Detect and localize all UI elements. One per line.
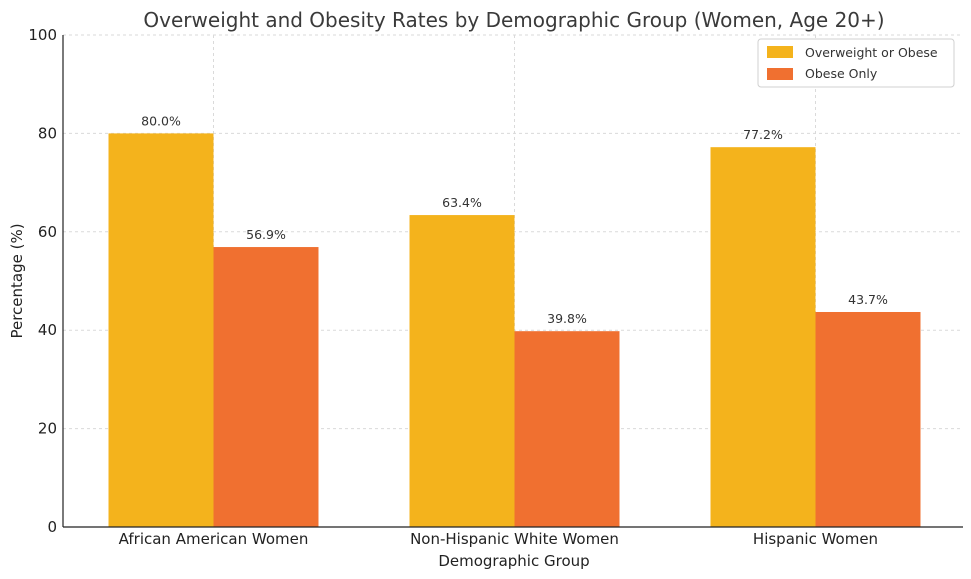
legend-label-overweight: Overweight or Obese xyxy=(805,45,938,60)
legend-swatch-obese xyxy=(767,68,793,80)
bar xyxy=(108,133,214,527)
y-tick-label: 0 xyxy=(47,518,57,536)
value-label: 43.7% xyxy=(848,292,888,307)
axes xyxy=(62,35,963,528)
y-tick-label: 40 xyxy=(38,321,57,339)
y-tick-label: 80 xyxy=(38,124,57,142)
y-axis-label: Percentage (%) xyxy=(8,223,26,338)
legend: Overweight or Obese Obese Only xyxy=(757,38,955,88)
legend-label-obese: Obese Only xyxy=(805,66,878,81)
value-label: 56.9% xyxy=(246,227,286,242)
y-tick-label: 20 xyxy=(38,420,57,438)
value-labels: 80.0% 63.4% 77.2% 56.9% 39.8% 43.7% xyxy=(141,113,888,326)
legend-box xyxy=(757,38,955,88)
y-tick-label: 60 xyxy=(38,223,57,241)
bar xyxy=(213,247,319,527)
value-label: 80.0% xyxy=(141,113,181,128)
x-tick-label: Hispanic Women xyxy=(753,530,878,548)
value-label: 39.8% xyxy=(547,311,587,326)
bar xyxy=(815,311,921,527)
bar xyxy=(710,147,816,527)
value-label: 77.2% xyxy=(743,127,783,142)
legend-swatch-overweight xyxy=(767,46,793,58)
x-tick-label: African American Women xyxy=(119,530,309,548)
x-axis-label: Demographic Group xyxy=(438,552,589,570)
chart-title: Overweight and Obesity Rates by Demograp… xyxy=(143,8,884,32)
tick-labels: 0 20 40 60 80 100 African American Women Non-Hi… xyxy=(28,26,878,548)
y-tick-label: 100 xyxy=(28,26,57,44)
bars xyxy=(108,133,921,527)
bar xyxy=(409,215,515,527)
x-tick-label: Non-Hispanic White Women xyxy=(410,530,619,548)
bar xyxy=(514,331,620,527)
value-label: 63.4% xyxy=(442,195,482,210)
